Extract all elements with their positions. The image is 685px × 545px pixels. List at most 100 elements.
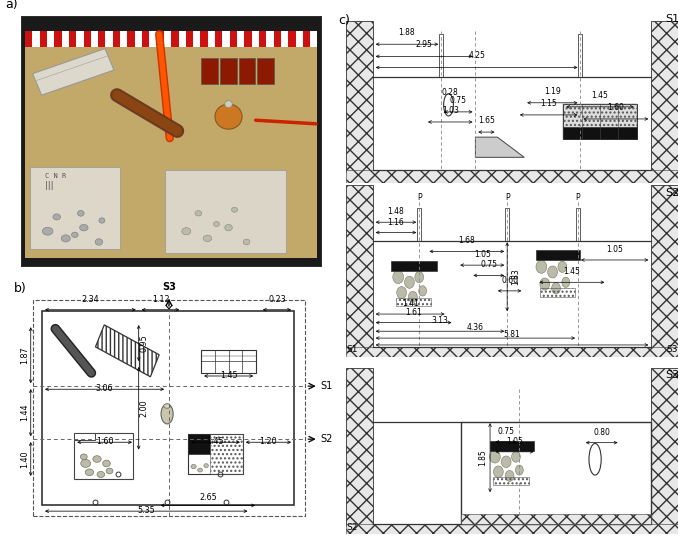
Bar [42, 311, 294, 505]
Bar [215, 31, 223, 47]
Polygon shape [33, 49, 114, 95]
Text: 0.95: 0.95 [140, 334, 149, 352]
Text: 1.45: 1.45 [220, 371, 238, 379]
Bar [193, 31, 201, 47]
Text: S1: S1 [346, 346, 358, 354]
Bar [651, 185, 678, 348]
Text: P: P [417, 193, 421, 203]
Text: S2: S2 [665, 188, 679, 198]
Ellipse shape [243, 239, 250, 245]
Text: 0.75: 0.75 [480, 261, 497, 269]
Bar [536, 250, 580, 260]
Text: 1.05: 1.05 [606, 245, 623, 254]
Ellipse shape [515, 465, 523, 475]
Text: 1.44: 1.44 [20, 404, 29, 421]
Ellipse shape [415, 271, 423, 283]
Bar [578, 34, 582, 76]
Bar [288, 31, 295, 47]
Bar [651, 368, 678, 526]
Bar [239, 58, 256, 84]
Bar [120, 31, 127, 47]
Text: a): a) [5, 0, 18, 11]
Bar [461, 422, 651, 524]
Ellipse shape [405, 276, 414, 288]
Bar [98, 31, 105, 47]
Ellipse shape [182, 228, 191, 235]
Text: 1.12: 1.12 [151, 295, 169, 304]
Bar [91, 31, 98, 47]
Text: 0.23: 0.23 [268, 295, 286, 304]
Text: 0.80: 0.80 [593, 428, 610, 437]
Text: P: P [575, 193, 580, 203]
Ellipse shape [106, 468, 113, 474]
Bar [310, 31, 317, 47]
Ellipse shape [195, 210, 201, 216]
Bar [62, 31, 69, 47]
Text: 5.35: 5.35 [138, 506, 155, 515]
Bar [258, 58, 274, 84]
Text: 2.34: 2.34 [82, 295, 99, 304]
Bar [273, 31, 281, 47]
Text: 1.65: 1.65 [478, 116, 495, 125]
Ellipse shape [512, 451, 521, 462]
Text: 1.68: 1.68 [458, 237, 475, 245]
Ellipse shape [536, 261, 547, 273]
Bar [303, 31, 310, 47]
Bar [266, 31, 273, 47]
Bar [391, 261, 437, 271]
Text: 4.36: 4.36 [467, 323, 484, 332]
Text: S2: S2 [321, 434, 333, 444]
Text: 1.83: 1.83 [512, 268, 521, 285]
Ellipse shape [397, 287, 406, 299]
Text: 1.15: 1.15 [540, 99, 557, 108]
Text: 0.75: 0.75 [450, 96, 466, 105]
Bar [149, 31, 157, 47]
Ellipse shape [493, 466, 503, 477]
Bar [201, 31, 208, 47]
Ellipse shape [214, 222, 219, 227]
Bar [220, 58, 236, 84]
Bar [563, 127, 636, 139]
Ellipse shape [197, 468, 203, 472]
Ellipse shape [95, 239, 103, 245]
Text: 1.60: 1.60 [96, 437, 113, 446]
Bar [33, 300, 306, 517]
Ellipse shape [86, 469, 94, 476]
Bar [32, 31, 40, 47]
Text: 3.13: 3.13 [432, 316, 449, 325]
Ellipse shape [225, 225, 232, 231]
Ellipse shape [42, 227, 53, 235]
Ellipse shape [53, 327, 58, 330]
Bar [113, 31, 120, 47]
Ellipse shape [558, 261, 566, 272]
Ellipse shape [80, 454, 87, 459]
Ellipse shape [408, 292, 417, 302]
Bar [346, 21, 373, 172]
Text: 1.88: 1.88 [399, 28, 415, 37]
Bar [576, 209, 580, 241]
Bar [346, 185, 373, 348]
Text: 1.16: 1.16 [388, 217, 404, 227]
Ellipse shape [551, 283, 560, 294]
Text: 1.40: 1.40 [20, 450, 29, 468]
Ellipse shape [393, 271, 403, 283]
Bar [493, 477, 529, 485]
Ellipse shape [79, 225, 88, 231]
Bar [281, 31, 288, 47]
Bar [69, 31, 76, 47]
Ellipse shape [204, 464, 208, 468]
Text: S2: S2 [346, 523, 358, 531]
Bar [417, 209, 421, 241]
Text: 1.05: 1.05 [506, 437, 523, 446]
Ellipse shape [203, 235, 212, 241]
Bar [223, 31, 229, 47]
Polygon shape [29, 167, 120, 249]
Text: b): b) [14, 282, 27, 295]
Ellipse shape [215, 104, 242, 129]
Ellipse shape [77, 210, 84, 216]
Text: 1.03: 1.03 [442, 106, 459, 115]
Text: 1.45: 1.45 [564, 267, 580, 276]
Bar [142, 31, 149, 47]
Ellipse shape [93, 456, 101, 462]
Bar [74, 433, 95, 440]
